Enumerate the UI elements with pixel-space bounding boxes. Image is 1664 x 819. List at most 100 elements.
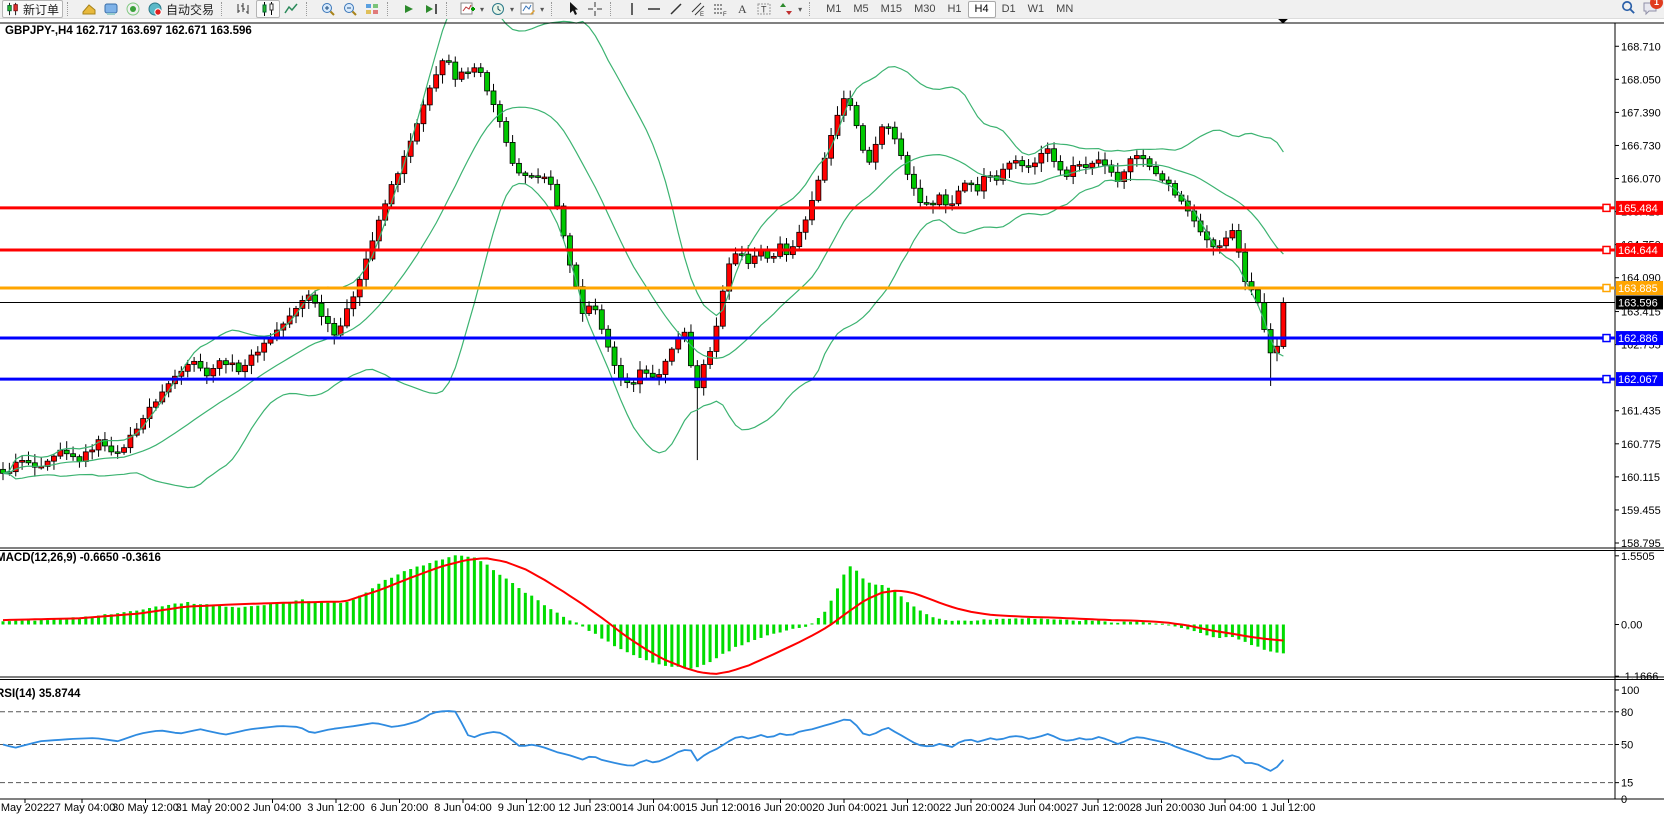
price-label-box — [1616, 242, 1663, 257]
candle-body — [554, 183, 561, 207]
text-label-button[interactable]: T — [753, 1, 775, 17]
timeframe-button-d1[interactable]: D1 — [1001, 2, 1016, 15]
macd-histogram-bar — [1237, 624, 1241, 640]
new-order-button[interactable]: 新订单 — [2, 0, 64, 18]
market-watch-button[interactable] — [100, 1, 122, 17]
macd-histogram-bar — [670, 624, 674, 667]
macd-histogram-bar — [740, 624, 744, 646]
candle-body — [184, 364, 191, 372]
crosshair-button[interactable] — [584, 1, 606, 17]
trendline-icon — [668, 1, 684, 17]
fibonacci-button[interactable]: F — [709, 1, 731, 17]
tile-windows-button[interactable] — [361, 1, 383, 17]
candle-body — [216, 360, 223, 369]
chat-button[interactable]: 1 — [1642, 0, 1663, 19]
timeframe-button-m1[interactable]: M1 — [826, 2, 842, 15]
price-tick-label: 168.710 — [1621, 41, 1661, 53]
text-button[interactable]: A — [731, 1, 753, 17]
candlestick-chart-icon — [260, 1, 276, 17]
macd-histogram-bar — [536, 600, 540, 625]
auto-scroll-button[interactable] — [398, 1, 420, 17]
auto-trading-button[interactable]: 自动交易 — [144, 1, 217, 17]
candlestick-chart-button[interactable] — [256, 0, 281, 18]
line-chart-button[interactable] — [280, 1, 302, 17]
dropdown-caret-icon[interactable]: ▾ — [510, 4, 515, 14]
macd-histogram-bar — [1243, 624, 1247, 642]
bar-chart-button[interactable] — [232, 1, 254, 17]
level-line-handle[interactable] — [1602, 374, 1611, 384]
toolbar-group: 新订单 — [0, 0, 64, 18]
timeframe-button-m5[interactable]: M5 — [853, 2, 869, 15]
auto-scroll-icon — [401, 1, 417, 17]
profile-button[interactable] — [78, 1, 100, 17]
macd-histogram-bar — [358, 595, 362, 625]
bollinger-lower-line[interactable] — [2, 178, 1284, 489]
timeframe-button-w1[interactable]: W1 — [1027, 2, 1045, 15]
arrows-button[interactable]: ▾ — [775, 1, 805, 17]
candle-body — [528, 175, 535, 178]
candle-body — [617, 365, 624, 379]
chart-shift-button[interactable] — [420, 1, 442, 17]
macd-histogram-bar — [714, 624, 718, 659]
macd-histogram-bar — [269, 603, 273, 625]
dropdown-caret-icon[interactable]: ▾ — [540, 4, 545, 14]
macd-histogram-bar — [778, 624, 782, 633]
level-line-handle[interactable] — [1602, 245, 1611, 255]
cursor-button[interactable] — [562, 1, 584, 17]
timeframe-button-h4[interactable]: H4 — [967, 0, 996, 18]
candle-body — [299, 300, 306, 309]
candle-body — [1038, 152, 1045, 164]
timeframe-button-m15[interactable]: M15 — [880, 2, 903, 15]
macd-histogram-bar — [727, 624, 731, 652]
macd-histogram-bar — [453, 555, 457, 625]
horizontal-line-button[interactable] — [643, 1, 665, 17]
dropdown-caret-icon[interactable]: ▾ — [480, 4, 485, 14]
signals-button[interactable] — [122, 1, 144, 17]
bollinger-middle-line[interactable] — [2, 106, 1284, 474]
zoom-out-button[interactable] — [339, 1, 361, 17]
candle-body — [1248, 281, 1255, 291]
candle-body — [547, 176, 554, 185]
equidistant-channel-button[interactable]: E — [687, 1, 709, 17]
indicators-button[interactable]: ▾ — [457, 1, 487, 17]
macd-indicator-label: MACD(12,26,9) -0.6650 -0.3616 — [0, 552, 161, 564]
search-icon[interactable] — [1621, 0, 1636, 18]
candle-body — [1057, 161, 1064, 171]
macd-histogram-bar — [1262, 624, 1266, 650]
level-line-handle[interactable] — [1602, 333, 1611, 343]
macd-histogram-bar — [409, 569, 413, 625]
templates-button[interactable]: ▾ — [517, 1, 547, 17]
level-line-handle[interactable] — [1602, 203, 1611, 213]
macd-histogram-bar — [58, 619, 62, 625]
candle-body — [904, 155, 911, 175]
timeframe-button-mn[interactable]: MN — [1056, 2, 1074, 15]
macd-histogram-bar — [434, 560, 438, 625]
candle-body — [1159, 173, 1166, 181]
candle-body — [1178, 194, 1185, 202]
macd-histogram-bar — [128, 611, 132, 625]
zoom-in-button[interactable] — [317, 1, 339, 17]
candle-body — [1089, 162, 1096, 168]
macd-histogram-bar — [14, 620, 18, 625]
time-tick-label: 2 Jun 04:00 — [244, 802, 302, 814]
candle-body — [1070, 165, 1077, 177]
timeframe-button-m30[interactable]: M30 — [914, 2, 936, 15]
svg-text:T: T — [761, 5, 767, 15]
macd-histogram-bar — [479, 561, 483, 625]
periods-button[interactable]: ▾ — [487, 1, 517, 17]
macd-histogram-bar — [103, 614, 107, 625]
rsi-tick-label: 0 — [1621, 794, 1627, 806]
vertical-line-button[interactable] — [621, 1, 643, 17]
level-line-handle[interactable] — [1602, 283, 1611, 293]
timeframe-button-h1[interactable]: H1 — [947, 2, 962, 15]
price-label-box — [1616, 372, 1663, 387]
macd-histogram-bar — [281, 602, 285, 625]
macd-histogram-bar — [797, 624, 801, 628]
candle-body — [879, 126, 885, 145]
macd-histogram-bar — [256, 605, 260, 625]
dropdown-caret-icon[interactable]: ▾ — [798, 4, 803, 14]
trendline-button[interactable] — [665, 1, 687, 17]
channel-icon: E — [690, 1, 706, 17]
